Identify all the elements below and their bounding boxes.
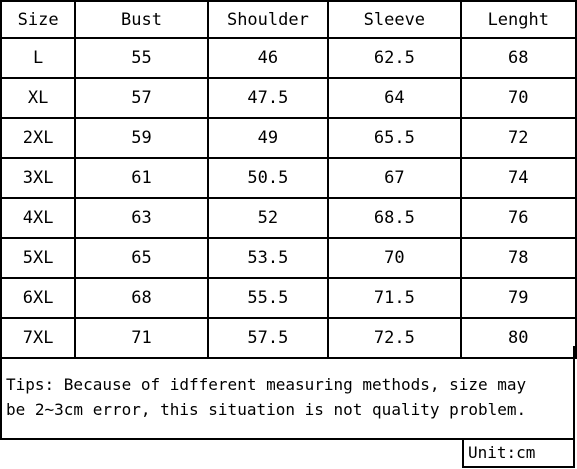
cell-bust: 68 (74, 277, 209, 319)
cell-size: XL (0, 77, 77, 119)
cell-sleeve: 65.5 (327, 117, 462, 159)
cell-length: 76 (459, 197, 577, 239)
header-length: Lenght (459, 0, 577, 39)
cell-bust: 57 (74, 77, 209, 119)
unit-label: Unit:cm (462, 440, 575, 468)
cell-size: 3XL (0, 157, 77, 199)
cell-size: 4XL (0, 197, 77, 239)
table-row: 7XL 71 57.5 72.5 80 (0, 317, 577, 359)
cell-shoulder: 55.5 (206, 277, 330, 319)
cell-shoulder: 53.5 (206, 237, 330, 279)
cell-size: 6XL (0, 277, 77, 319)
table-row: 2XL 59 49 65.5 72 (0, 117, 577, 159)
header-sleeve: Sleeve (327, 0, 462, 39)
cell-sleeve: 68.5 (327, 197, 462, 239)
cell-sleeve: 71.5 (327, 277, 462, 319)
cell-length: 74 (459, 157, 577, 199)
cell-length: 72 (459, 117, 577, 159)
cell-length: 78 (459, 237, 577, 279)
table-row: 4XL 63 52 68.5 76 (0, 197, 577, 239)
table-row: 5XL 65 53.5 70 78 (0, 237, 577, 279)
tips-line-2: be 2~3cm error, this situation is not qu… (6, 400, 527, 419)
cell-shoulder: 46 (206, 37, 330, 79)
header-size: Size (0, 0, 77, 39)
tips-text: Tips: Because of idfferent measuring met… (6, 372, 526, 422)
table-row: 6XL 68 55.5 71.5 79 (0, 277, 577, 319)
tips-line-1: Tips: Because of idfferent measuring met… (6, 375, 527, 394)
table-row: L 55 46 62.5 68 (0, 37, 577, 79)
cell-shoulder: 50.5 (206, 157, 330, 199)
cell-bust: 63 (74, 197, 209, 239)
cell-bust: 55 (74, 37, 209, 79)
cell-sleeve: 64 (327, 77, 462, 119)
cell-size: 5XL (0, 237, 77, 279)
header-row: Size Bust Shoulder Sleeve Lenght (0, 0, 577, 39)
table-row: XL 57 47.5 64 70 (0, 77, 577, 119)
cell-length: 79 (459, 277, 577, 319)
cell-size: L (0, 37, 77, 79)
cell-sleeve: 62.5 (327, 37, 462, 79)
table-row: 3XL 61 50.5 67 74 (0, 157, 577, 199)
cell-shoulder: 47.5 (206, 77, 330, 119)
header-shoulder: Shoulder (206, 0, 330, 39)
tips-box: Tips: Because of idfferent measuring met… (0, 346, 575, 440)
cell-bust: 59 (74, 117, 209, 159)
cell-bust: 71 (74, 317, 209, 359)
cell-length: 70 (459, 77, 577, 119)
cell-size: 7XL (0, 317, 77, 359)
cell-sleeve: 72.5 (327, 317, 462, 359)
cell-sleeve: 70 (327, 237, 462, 279)
header-bust: Bust (74, 0, 209, 39)
cell-shoulder: 52 (206, 197, 330, 239)
cell-bust: 61 (74, 157, 209, 199)
cell-shoulder: 57.5 (206, 317, 330, 359)
cell-bust: 65 (74, 237, 209, 279)
cell-length: 80 (459, 317, 577, 359)
cell-sleeve: 67 (327, 157, 462, 199)
cell-length: 68 (459, 37, 577, 79)
size-chart-table: Size Bust Shoulder Sleeve Lenght L 55 46… (0, 0, 577, 359)
cell-shoulder: 49 (206, 117, 330, 159)
cell-size: 2XL (0, 117, 77, 159)
